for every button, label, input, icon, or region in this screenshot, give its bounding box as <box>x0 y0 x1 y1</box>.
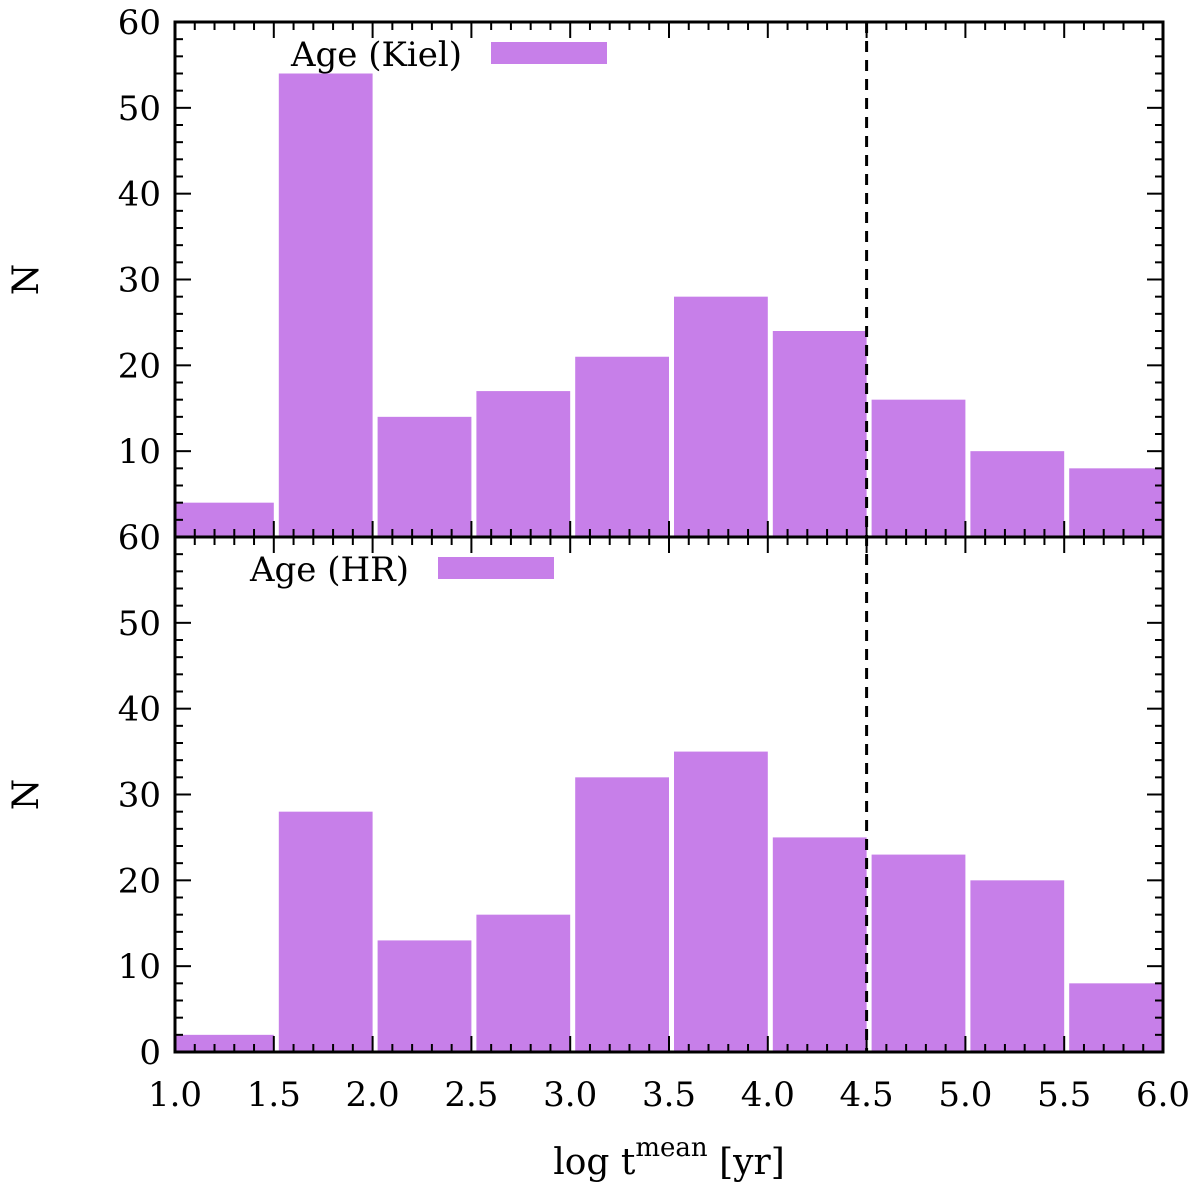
panel-top: 10 20 30 40 50 60 N Age (Kiel) <box>6 3 1165 539</box>
legend-label: Age (Kiel) <box>290 35 462 75</box>
legend-label: Age (HR) <box>249 550 409 590</box>
y-axis-title: N <box>6 779 47 811</box>
y-tick-label: 10 <box>118 432 161 472</box>
y-tick-label: 20 <box>118 861 161 901</box>
x-tick-label: 5.0 <box>938 1075 992 1115</box>
x-tick-label: 4.5 <box>840 1075 894 1115</box>
y-tick-label: 60 <box>118 518 161 558</box>
bar-top-1-1.5 <box>175 502 274 537</box>
legend-swatch <box>491 42 607 64</box>
bar-bottom-1-1.5 <box>175 1034 274 1052</box>
y-tick-label: 50 <box>118 89 161 129</box>
bar-top-5-5.5 <box>970 451 1065 537</box>
bar-bottom-3-3.5 <box>575 777 669 1052</box>
bar-top-4-4.5 <box>772 331 867 537</box>
x-tick-label: 5.5 <box>1037 1075 1091 1115</box>
bar-bottom-5.5-6 <box>1069 983 1163 1052</box>
y-tick-label: 10 <box>118 947 161 987</box>
legend-bottom: Age (HR) <box>249 550 554 590</box>
y-axis-title: N <box>6 264 47 296</box>
y-tick-label: 40 <box>118 175 161 215</box>
y-tick-label: 40 <box>118 690 161 730</box>
bar-top-3-3.5 <box>575 356 669 537</box>
x-tick-label: 3.0 <box>543 1075 597 1115</box>
y-tick-label: 0 <box>139 1033 161 1073</box>
bar-top-3.5-4 <box>674 296 768 537</box>
y-tick-label: 60 <box>118 3 161 43</box>
y-tick-label: 50 <box>118 604 161 644</box>
x-tick-label: 1.5 <box>247 1075 301 1115</box>
bar-top-2-2.5 <box>377 416 472 537</box>
x-tick-label: 2.5 <box>444 1075 498 1115</box>
plot-frame-bottom <box>173 535 1165 1054</box>
x-tick-label: 3.5 <box>642 1075 696 1115</box>
legend-top: Age (Kiel) <box>290 35 607 75</box>
x-axis-title: log tmean [yr] <box>553 1133 785 1183</box>
y-tick-label: 20 <box>118 346 161 386</box>
bar-top-2.5-3 <box>476 391 571 537</box>
y-tick-label: 30 <box>118 776 161 816</box>
bar-top-1.5-2 <box>278 73 373 537</box>
bar-bottom-3.5-4 <box>674 751 768 1052</box>
bar-top-4.5-5 <box>871 399 966 537</box>
x-tick-label: 1.0 <box>148 1075 202 1115</box>
bar-top-5.5-6 <box>1069 468 1163 537</box>
bar-bottom-1.5-2 <box>278 811 373 1052</box>
panel-bottom: 0 10 20 30 40 50 60 N Age (HR) 1.0 1.5 2.0 2.5 3.0 3.5… <box>6 518 1190 1183</box>
bar-bottom-4.5-5 <box>871 854 966 1052</box>
bar-bottom-5-5.5 <box>970 880 1065 1052</box>
bar-bottom-2-2.5 <box>377 940 472 1052</box>
y-tick-label: 30 <box>118 261 161 301</box>
legend-swatch <box>438 557 554 579</box>
x-tick-label: 6.0 <box>1136 1075 1190 1115</box>
bar-bottom-2.5-3 <box>476 914 571 1052</box>
bar-bottom-4-4.5 <box>772 837 867 1052</box>
x-tick-label: 4.0 <box>741 1075 795 1115</box>
x-tick-label: 2.0 <box>346 1075 400 1115</box>
